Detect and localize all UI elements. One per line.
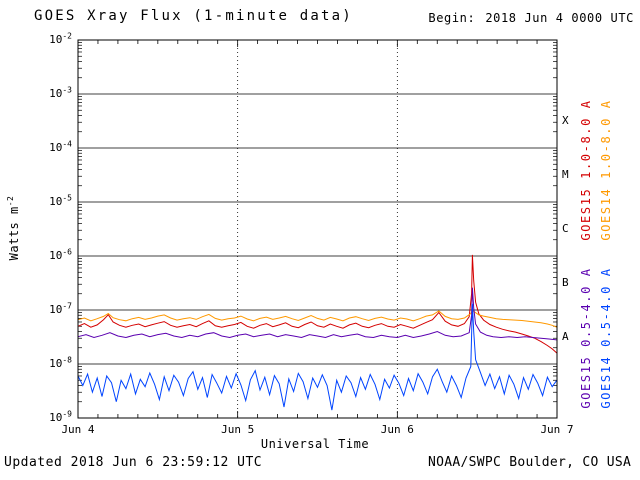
y-tick-label: 10-6: [49, 247, 72, 262]
y-tick-label: 10-2: [49, 31, 72, 46]
y-tick-label: 10-9: [49, 409, 72, 424]
flare-class-b: B: [562, 276, 569, 289]
series-line-goes14-1.0-8.0-a: [77, 309, 557, 328]
plot-frame: [77, 39, 558, 419]
y-tick-label: 10-3: [49, 85, 72, 100]
chart-title: GOES Xray Flux (1-minute data): [34, 8, 353, 24]
x-tick-label: Jun 7: [540, 423, 574, 436]
x-tick-label: Jun 4: [61, 423, 95, 436]
flare-class-x: X: [562, 114, 569, 127]
legend-goes14-0.5-4.0-a: GOES14 0.5-4.0 A: [599, 267, 613, 409]
source-attribution: NOAA/SWPC Boulder, CO USA: [428, 455, 632, 470]
series-line-goes15-0.5-4.0-a: [77, 287, 557, 341]
legend-goes15-1.0-8.0-a: GOES15 1.0-8.0 A: [579, 99, 593, 241]
begin-label: Begin:: [428, 11, 476, 25]
series-line-goes14-0.5-4.0-a: [77, 303, 558, 411]
legend-goes15-0.5-4.0-a: GOES15 0.5-4.0 A: [579, 267, 593, 409]
legend-goes14-1.0-8.0-a: GOES14 1.0-8.0 A: [599, 99, 613, 241]
begin-timestamp: Begin: 2018 Jun 4 0000 UTC: [428, 11, 634, 25]
y-tick-label: 10-4: [49, 139, 72, 154]
y-tick-label: 10-8: [49, 355, 72, 370]
x-axis-title: Universal Time: [260, 437, 370, 451]
updated-timestamp: Updated 2018 Jun 6 23:59:12 UTC: [4, 455, 263, 470]
x-tick-label: Jun 5: [221, 423, 255, 436]
flare-class-m: M: [562, 168, 569, 181]
y-tick-label: 10-7: [49, 301, 72, 316]
y-axis-title: Watts m-2: [6, 195, 21, 261]
begin-value: 2018 Jun 4 0000 UTC: [485, 11, 634, 25]
flare-class-c: C: [562, 222, 569, 235]
flare-class-a: A: [562, 330, 569, 343]
y-tick-label: 10-5: [49, 193, 72, 208]
series-line-goes15-1.0-8.0-a: [77, 254, 558, 354]
x-tick-label: Jun 6: [380, 423, 414, 436]
